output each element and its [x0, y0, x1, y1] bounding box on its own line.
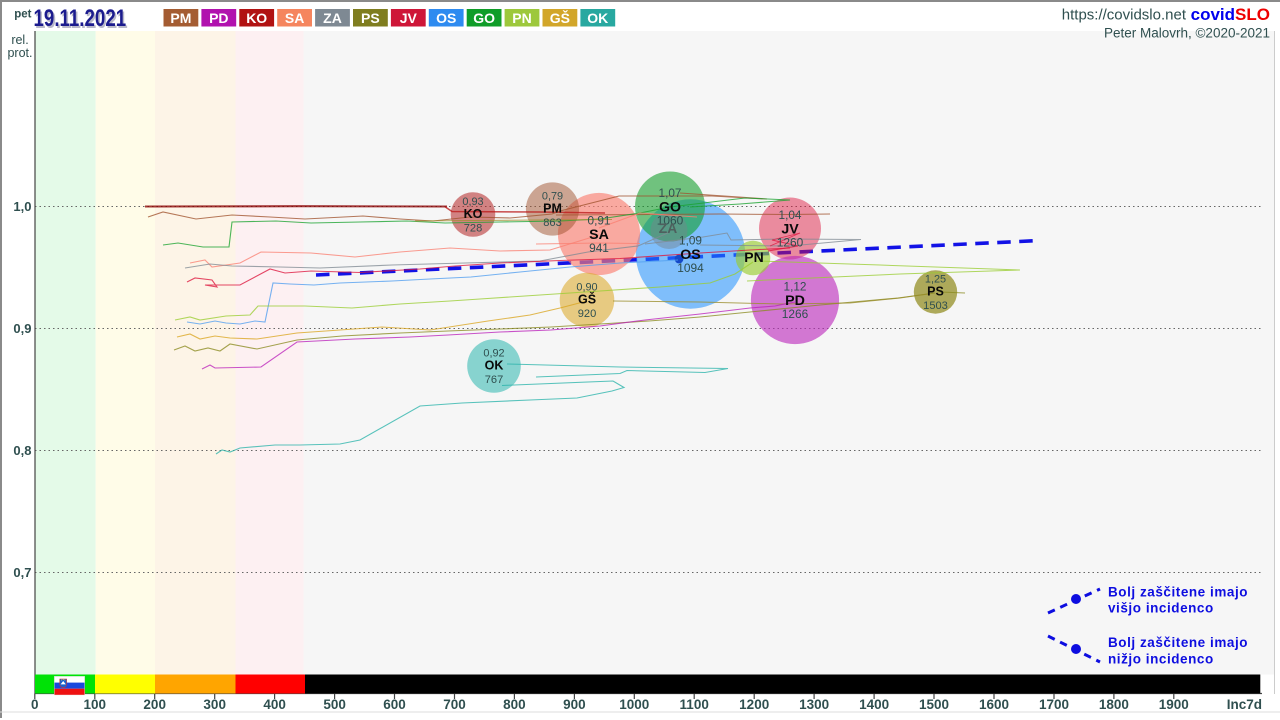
svg-text:863: 863 — [543, 217, 562, 229]
svg-text:PD: PD — [785, 293, 805, 309]
svg-text:19.11.2021: 19.11.2021 — [34, 5, 127, 32]
svg-text:Inc7d: Inc7d — [1227, 697, 1262, 712]
svg-text:1,12: 1,12 — [784, 279, 807, 293]
svg-text:PN: PN — [744, 249, 763, 265]
svg-text:JV: JV — [781, 222, 799, 238]
svg-text:OK: OK — [485, 358, 504, 372]
svg-text:400: 400 — [263, 697, 286, 712]
svg-text:PN: PN — [512, 10, 531, 26]
svg-text:1,09: 1,09 — [679, 233, 702, 247]
svg-text:0,91: 0,91 — [588, 213, 611, 227]
svg-text:višjo incidenco: višjo incidenco — [1108, 601, 1214, 616]
svg-text:1060: 1060 — [657, 213, 684, 227]
svg-text:700: 700 — [443, 697, 466, 712]
svg-text:900: 900 — [563, 697, 586, 712]
svg-text:1266: 1266 — [782, 307, 809, 321]
svg-text:1,0: 1,0 — [13, 199, 31, 214]
svg-text:ZA: ZA — [323, 10, 342, 26]
svg-text:1500: 1500 — [919, 697, 949, 712]
svg-text:covidSLO: covidSLO — [1191, 5, 1270, 24]
svg-text:1400: 1400 — [859, 697, 889, 712]
svg-text:0,93: 0,93 — [462, 196, 483, 208]
svg-text:PM: PM — [170, 10, 191, 26]
svg-text:SA: SA — [285, 10, 304, 26]
svg-text:0,7: 0,7 — [13, 565, 31, 580]
svg-text:KO: KO — [464, 207, 483, 221]
svg-text:19.11.2021: 19.11.2021 — [35, 7, 128, 34]
svg-text:1000: 1000 — [619, 697, 649, 712]
svg-text:1300: 1300 — [799, 697, 829, 712]
svg-text:SA: SA — [589, 227, 609, 243]
svg-text:600: 600 — [383, 697, 406, 712]
svg-text:300: 300 — [203, 697, 226, 712]
svg-text:1700: 1700 — [1039, 697, 1069, 712]
svg-text:prot.: prot. — [7, 46, 32, 60]
svg-text:100: 100 — [84, 697, 107, 712]
svg-text:GŠ: GŠ — [578, 291, 596, 306]
svg-text:PS: PS — [927, 284, 944, 298]
svg-text:JV: JV — [400, 10, 418, 26]
svg-text:1094: 1094 — [677, 261, 704, 275]
svg-text:pet: pet — [14, 9, 31, 21]
svg-text:200: 200 — [143, 697, 166, 712]
svg-text:GŠ: GŠ — [550, 9, 570, 26]
svg-text:rel.: rel. — [11, 33, 28, 47]
svg-text:1503: 1503 — [923, 300, 948, 312]
svg-text:OS: OS — [680, 247, 701, 263]
svg-text:1260: 1260 — [777, 235, 804, 249]
svg-text:800: 800 — [503, 697, 526, 712]
svg-text:GO: GO — [473, 10, 495, 26]
svg-text:KO: KO — [246, 10, 267, 26]
svg-text:1,07: 1,07 — [659, 186, 682, 200]
svg-text:767: 767 — [485, 374, 504, 386]
svg-text:PM: PM — [543, 201, 562, 215]
svg-text:Peter Malovrh, ©2020-2021: Peter Malovrh, ©2020-2021 — [1104, 26, 1270, 41]
svg-text:ZA: ZA — [659, 221, 677, 236]
svg-text:PS: PS — [361, 10, 380, 26]
svg-text:0,8: 0,8 — [13, 443, 31, 458]
svg-text:941: 941 — [589, 241, 609, 255]
svg-text:0: 0 — [31, 697, 39, 712]
svg-text:728: 728 — [464, 223, 483, 235]
svg-text:0,9: 0,9 — [13, 321, 31, 336]
svg-text:1900: 1900 — [1159, 697, 1189, 712]
svg-text:GO: GO — [659, 200, 681, 216]
svg-text:0,90: 0,90 — [576, 281, 597, 293]
svg-text:920: 920 — [578, 308, 597, 320]
svg-text:https://covidslo.net: https://covidslo.net — [1062, 7, 1187, 24]
svg-text:1800: 1800 — [1099, 697, 1129, 712]
svg-text:0,92: 0,92 — [483, 347, 504, 359]
svg-text:Bolj zaščitene imajo: Bolj zaščitene imajo — [1108, 635, 1248, 650]
svg-text:OS: OS — [436, 10, 456, 26]
svg-text:1,04: 1,04 — [779, 208, 802, 222]
svg-text:nižjo incidenco: nižjo incidenco — [1108, 652, 1214, 667]
svg-text:PD: PD — [209, 10, 228, 26]
svg-text:1200: 1200 — [739, 697, 769, 712]
svg-text:1100: 1100 — [680, 697, 709, 712]
svg-text:0,79: 0,79 — [542, 190, 563, 202]
svg-text:1600: 1600 — [979, 697, 1009, 712]
svg-text:1,25: 1,25 — [925, 273, 946, 285]
svg-text:Bolj zaščitene imajo: Bolj zaščitene imajo — [1108, 585, 1248, 600]
svg-text:500: 500 — [323, 697, 346, 712]
svg-text:OK: OK — [587, 10, 608, 26]
